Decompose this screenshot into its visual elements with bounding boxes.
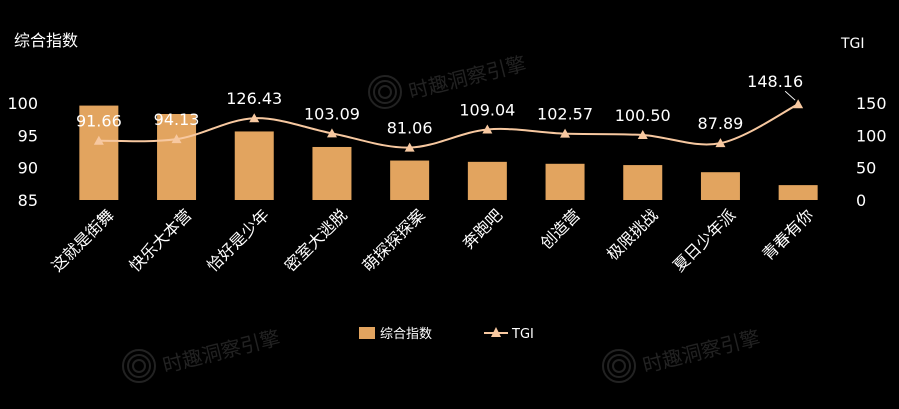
watermark: 时趣洞察引擎 <box>602 325 762 383</box>
tgi-series-line <box>98 103 799 149</box>
bar <box>545 163 585 200</box>
bar <box>700 172 740 200</box>
bar <box>157 113 197 200</box>
watermark-logo-icon <box>607 354 631 378</box>
bar <box>234 131 274 200</box>
tgi-marker <box>404 142 415 152</box>
category-label: 奔跑吧 <box>459 205 506 252</box>
right-axis-tick-label: 150 <box>856 94 887 113</box>
watermark-logo-icon <box>127 354 151 378</box>
tgi-marker <box>715 138 726 148</box>
tgi-marker <box>249 113 260 123</box>
watermark: 时趣洞察引擎 <box>122 325 282 383</box>
category-label: 恰好是少年 <box>203 205 273 275</box>
legend-bar-swatch <box>359 327 375 339</box>
right-axis-tick-label: 0 <box>856 191 866 210</box>
watermark: 时趣洞察引擎 <box>368 51 528 109</box>
tgi-data-label: 81.06 <box>387 119 433 138</box>
tgi-data-label: 103.09 <box>304 104 360 123</box>
category-label: 创造营 <box>536 205 583 252</box>
bar <box>79 105 119 200</box>
legend-bar-label: 综合指数 <box>380 327 432 342</box>
left-axis-tick-label: 85 <box>18 191 38 210</box>
tgi-marker <box>171 134 182 144</box>
watermark-logo-icon <box>602 349 636 383</box>
tgi-marker <box>482 124 493 134</box>
legend: 综合指数 TGI <box>359 327 534 342</box>
watermark-text: 时趣洞察引擎 <box>640 325 762 377</box>
category-label: 这就是街舞 <box>48 205 118 275</box>
tgi-data-label: 91.66 <box>76 112 122 131</box>
watermark-logo-icon <box>378 85 392 99</box>
left-axis-tick-label: 100 <box>7 94 38 113</box>
category-label: 萌探探探案 <box>358 205 428 275</box>
bar <box>390 160 430 200</box>
tgi-data-label: 94.13 <box>154 110 200 129</box>
category-label: 快乐大本营 <box>125 205 195 275</box>
watermark-logo-icon <box>373 80 397 104</box>
tgi-label-leader-line <box>784 90 796 101</box>
tgi-marker <box>637 130 648 140</box>
tgi-data-label: 102.57 <box>537 105 593 124</box>
tgi-data-label: 109.04 <box>459 100 515 119</box>
watermark-logo-icon <box>368 75 402 109</box>
tgi-data-label: 148.16 <box>747 72 803 91</box>
left-axis-tick-label: 90 <box>18 159 38 178</box>
legend-line-label: TGI <box>511 327 534 342</box>
legend-triangle-marker <box>491 327 501 337</box>
tgi-data-label: 126.43 <box>226 89 282 108</box>
tgi-marker <box>560 128 571 138</box>
right-axis-tick-label: 50 <box>856 159 876 178</box>
watermark-text: 时趣洞察引擎 <box>160 325 282 377</box>
left-axis-tick-label: 95 <box>18 126 38 145</box>
tgi-marker <box>93 135 104 145</box>
category-label: 青春有你 <box>758 205 817 264</box>
bar <box>778 185 818 200</box>
category-label: 极限挑战 <box>603 205 662 264</box>
bar <box>467 161 507 200</box>
category-label: 夏日少年派 <box>669 205 739 275</box>
tgi-data-label: 100.50 <box>615 106 671 125</box>
right-axis-tick-label: 100 <box>856 126 887 145</box>
tgi-marker <box>326 128 337 138</box>
watermark-logo-icon <box>132 359 146 373</box>
right-axis-title: TGI <box>840 36 865 52</box>
bar <box>623 165 663 200</box>
watermark-text: 时趣洞察引擎 <box>406 51 528 103</box>
watermark-logo-icon <box>612 359 626 373</box>
tgi-data-label: 87.89 <box>698 114 744 133</box>
tgi-marker <box>793 99 804 109</box>
category-label: 密室大逃脱 <box>281 205 351 275</box>
left-axis-title: 综合指数 <box>14 31 78 50</box>
bar <box>312 146 352 200</box>
watermark-logo-icon <box>122 349 156 383</box>
